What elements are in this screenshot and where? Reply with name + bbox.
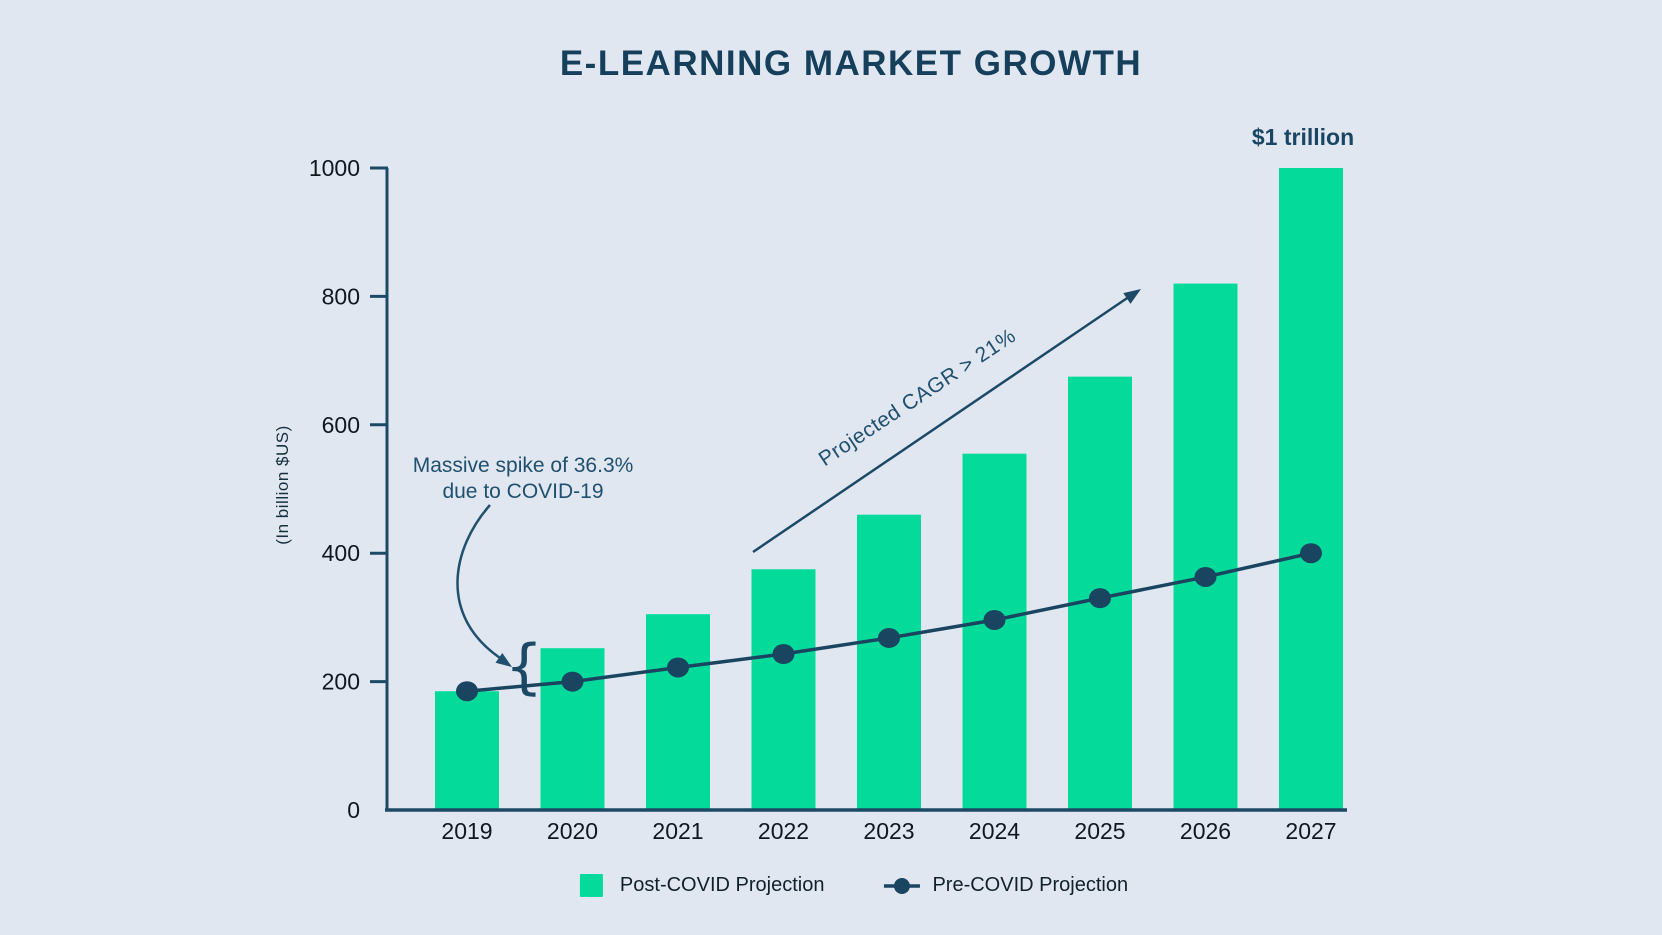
cagr-annotation-text: Projected CAGR > 21%	[815, 324, 1020, 471]
bar-2026	[1173, 283, 1238, 810]
y-tick-label-0: 0	[347, 797, 360, 823]
cagr-arrowhead-icon	[1123, 289, 1141, 304]
x-category-label-2027: 2027	[1285, 818, 1336, 844]
pre-covid-point-2024	[983, 609, 1006, 630]
chart-title: E-LEARNING MARKET GROWTH	[559, 44, 1143, 83]
pre-covid-point-2027	[1300, 543, 1322, 564]
legend-label-pre-covid: Pre-COVID Projection	[932, 874, 1129, 896]
legend: Post-COVID Projection Pre-COVID Projecti…	[579, 874, 1128, 897]
bar-2019	[435, 691, 499, 810]
spike-brace-icon: {	[505, 632, 543, 702]
pre-covid-point-2026	[1194, 566, 1217, 587]
x-category-label-2019: 2019	[441, 818, 492, 844]
post-covid-swatch-icon	[579, 874, 603, 897]
y-tick-label-1000: 1000	[309, 155, 360, 181]
bar-2022	[751, 569, 816, 810]
x-category-label-2020: 2020	[547, 818, 598, 844]
bar-2023	[857, 514, 921, 810]
pre-covid-point-2020	[561, 671, 584, 692]
y-tick-label-400: 400	[322, 540, 360, 566]
spike-annotation: Massive spike of 36.3% due to COVID-19	[413, 453, 634, 505]
trillion-annotation: $1 trillion	[1251, 124, 1355, 150]
y-tick-label-200: 200	[322, 669, 360, 695]
pre-covid-point-2022	[772, 643, 795, 664]
y-tick-label-800: 800	[322, 283, 360, 309]
x-category-label-2023: 2023	[863, 818, 914, 844]
x-category-label-2026: 2026	[1180, 818, 1231, 844]
x-category-label-2022: 2022	[758, 818, 809, 844]
legend-item-post-covid: Post-COVID Projection	[579, 874, 825, 897]
spike-annotation-line-1: Massive spike of 36.3%	[412, 454, 634, 477]
pre-covid-point-2023	[878, 627, 900, 648]
x-category-label-2024: 2024	[969, 818, 1020, 844]
bar-2024	[962, 453, 1027, 810]
legend-label-post-covid: Post-COVID Projection	[619, 874, 825, 896]
bar-2021	[646, 614, 710, 810]
pre-covid-point-2025	[1089, 588, 1111, 609]
pre-covid-line-dot-icon	[883, 877, 920, 894]
spike-arrowhead-icon	[495, 653, 512, 667]
y-tick-label-600: 600	[322, 412, 360, 438]
spike-annotation-line-2: due to COVID-19	[442, 480, 604, 503]
pre-covid-point-2019	[456, 681, 478, 702]
spike-arrow	[456, 504, 501, 660]
cagr-arrow	[752, 296, 1129, 554]
x-category-label-2025: 2025	[1074, 818, 1125, 844]
legend-item-pre-covid: Pre-COVID Projection	[882, 874, 1128, 897]
bar-2027	[1279, 168, 1343, 810]
x-category-label-2021: 2021	[652, 818, 703, 844]
pre-covid-point-2021	[667, 657, 689, 678]
